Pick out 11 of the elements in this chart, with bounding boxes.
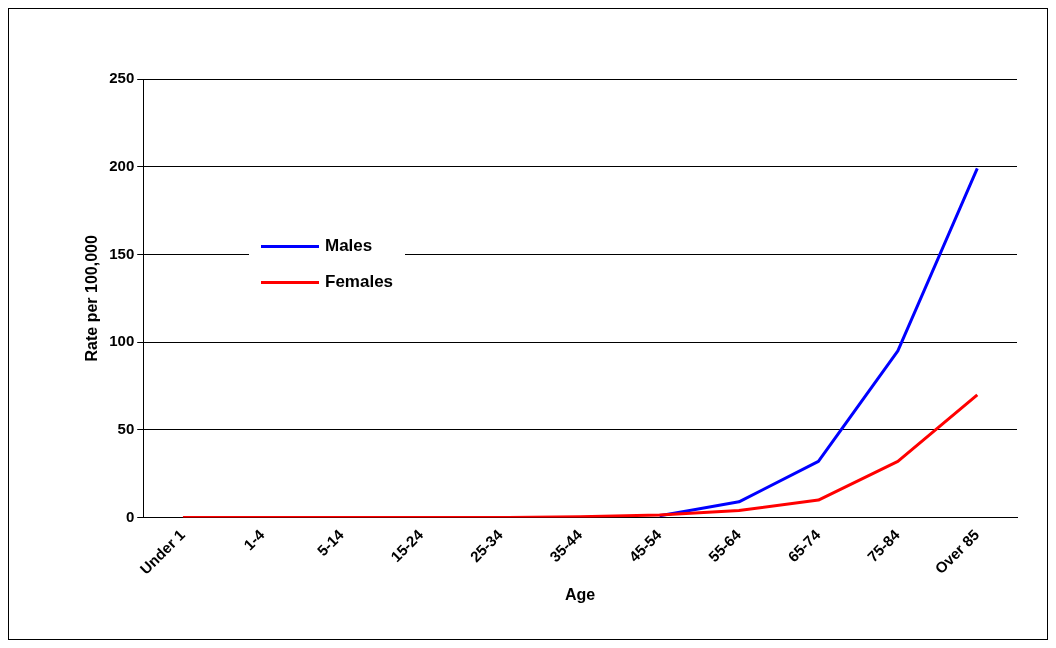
y-tick-label: 0 (125, 507, 135, 525)
y-tick-label: 50 (117, 420, 135, 438)
legend-label: Males (325, 235, 373, 257)
x-axis-title: Age (565, 585, 596, 603)
y-tick-label: 100 (109, 332, 135, 350)
legend-label: Females (325, 271, 394, 293)
y-tick-label: 200 (109, 156, 135, 174)
y-tick-label: 150 (109, 244, 135, 262)
x-tick-label: 1-4 (240, 525, 268, 554)
y-axis-title: Rate per 100,000 (83, 235, 101, 362)
y-tick-label: 250 (109, 69, 135, 87)
